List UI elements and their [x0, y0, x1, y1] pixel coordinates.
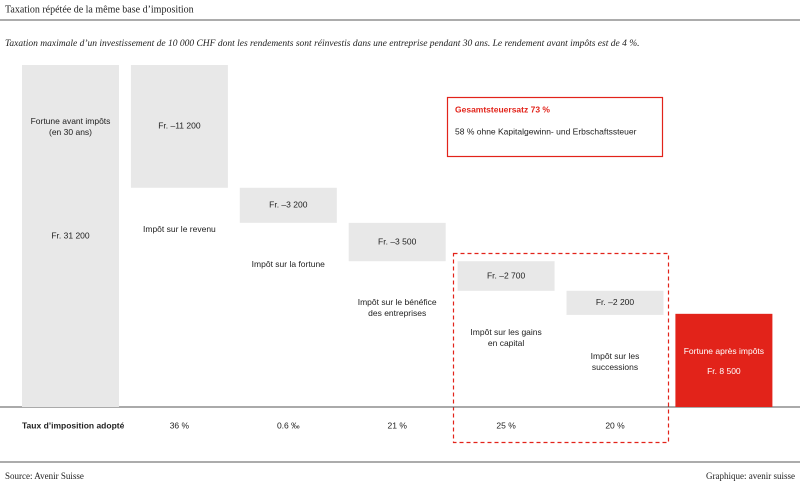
- chart-title: Taxation répétée de la même base d’impos…: [5, 4, 194, 15]
- value-label: Fr. 8 500: [707, 366, 741, 376]
- rate-label: 20 %: [605, 420, 625, 430]
- source: Source: Avenir Suisse: [5, 471, 84, 481]
- value-label: Fr. –3 500: [378, 236, 417, 246]
- category-label: Impôt sur les successions: [591, 351, 640, 372]
- bar: [239, 187, 337, 223]
- category-label: Fortune avant impôts (en 30 ans): [31, 116, 111, 137]
- category-label: Impôt sur les gains en capital: [470, 327, 541, 348]
- value-label: Fr. 31 200: [51, 230, 90, 240]
- bar: [348, 222, 446, 262]
- category-label: Impôt sur le bénéfice des entreprises: [358, 297, 437, 318]
- rates-label: Taux d’imposition adopté: [22, 420, 125, 430]
- credit: Graphique: avenir suisse: [706, 471, 795, 481]
- rate-label: 25 %: [496, 420, 516, 430]
- bar: [566, 290, 664, 315]
- value-label: Fr. –11 200: [158, 121, 201, 131]
- rate-label: 0.6 ‰: [277, 420, 300, 430]
- bar: [130, 65, 228, 188]
- annotation-text: 58 % ohne Kapitalgewinn- und Erbschaftss…: [455, 126, 637, 136]
- chart-subtitle: Taxation maximale d’un investissement de…: [5, 39, 639, 49]
- category-label: Impôt sur la fortune: [252, 259, 326, 269]
- category-label: Impôt sur le revenu: [143, 224, 216, 234]
- bar: [22, 65, 119, 407]
- annotation-box: [446, 96, 664, 158]
- bar: [675, 313, 773, 407]
- rate-label: 36 %: [170, 420, 190, 430]
- value-label: Fr. –2 700: [487, 270, 526, 280]
- value-label: Fr. –3 200: [269, 200, 308, 210]
- highlight-box: [452, 252, 670, 444]
- category-label: Fortune après impôts: [684, 346, 764, 356]
- bar: [457, 261, 555, 291]
- rate-label: 21 %: [388, 420, 408, 430]
- annotation-title: Gesamtsteuersatz 73 %: [455, 104, 550, 114]
- value-label: Fr. –2 200: [596, 297, 635, 307]
